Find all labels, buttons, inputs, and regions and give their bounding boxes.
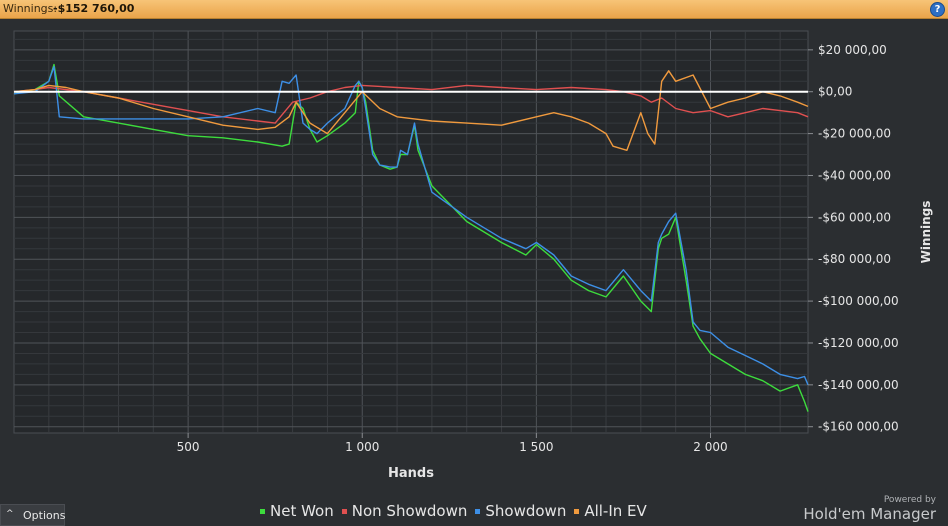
- legend-item[interactable]: Net Won: [260, 502, 334, 520]
- help-icon[interactable]: ?: [930, 2, 945, 17]
- y-tick-label: -$20 000,00: [818, 127, 891, 141]
- chart-legend: Net Won Non Showdown Showdown All-In EV: [260, 502, 647, 520]
- winnings-header: Winnings: -$152 760,00 ?: [0, 0, 948, 19]
- series-lines: [13, 63, 809, 412]
- legend-item[interactable]: Non Showdown: [341, 502, 468, 520]
- legend-item[interactable]: All-In EV: [574, 502, 647, 520]
- legend-swatch: [341, 508, 347, 514]
- legend-swatch: [475, 508, 481, 514]
- axes: $20 000,00 $0,00 -$20 000,00 -$40 000,00 -$6…: [177, 43, 899, 454]
- legend-label: Showdown: [485, 502, 567, 520]
- powered-by: Powered by: [883, 495, 936, 505]
- series-line-non-showdown: [13, 84, 809, 124]
- y-tick-label: -$120 000,00: [818, 336, 899, 350]
- brand-logo-text: Hold'em Manager: [803, 505, 936, 523]
- x-axis-title: Hands: [388, 466, 434, 481]
- x-tick-label: 500: [177, 440, 200, 454]
- legend-swatch: [574, 508, 580, 514]
- y-tick-label: $0,00: [818, 85, 852, 99]
- grid-lines: [14, 31, 808, 433]
- x-tick-label: 1 000: [345, 440, 379, 454]
- options-button[interactable]: ^ Options: [0, 504, 65, 526]
- winnings-value: -$152 760,00: [53, 2, 135, 15]
- y-tick-label: $20 000,00: [818, 43, 887, 57]
- legend-item[interactable]: Showdown: [475, 502, 566, 520]
- y-tick-label: -$60 000,00: [818, 210, 891, 224]
- options-label: Options: [23, 509, 66, 522]
- legend-label: Non Showdown: [351, 502, 468, 520]
- legend-label: Net Won: [270, 502, 334, 520]
- chevron-up-icon: ^: [6, 509, 14, 519]
- y-tick-label: -$40 000,00: [818, 168, 891, 182]
- x-tick-label: 2 000: [693, 440, 727, 454]
- winnings-label: Winnings:: [3, 2, 58, 15]
- series-line-showdown: [13, 65, 809, 386]
- legend-label: All-In EV: [584, 502, 647, 520]
- series-line-all-in-ev: [13, 70, 809, 152]
- winnings-chart: $20 000,00 $0,00 -$20 000,00 -$40 000,00 -$6…: [13, 30, 933, 481]
- y-tick-label: -$80 000,00: [818, 252, 891, 266]
- y-axis-title: Winnings: [919, 201, 933, 264]
- x-tick-label: 1 500: [519, 440, 553, 454]
- y-tick-label: -$140 000,00: [818, 378, 899, 392]
- legend-swatch: [260, 508, 265, 514]
- y-tick-label: -$160 000,00: [818, 420, 899, 434]
- y-tick-label: -$100 000,00: [818, 294, 899, 308]
